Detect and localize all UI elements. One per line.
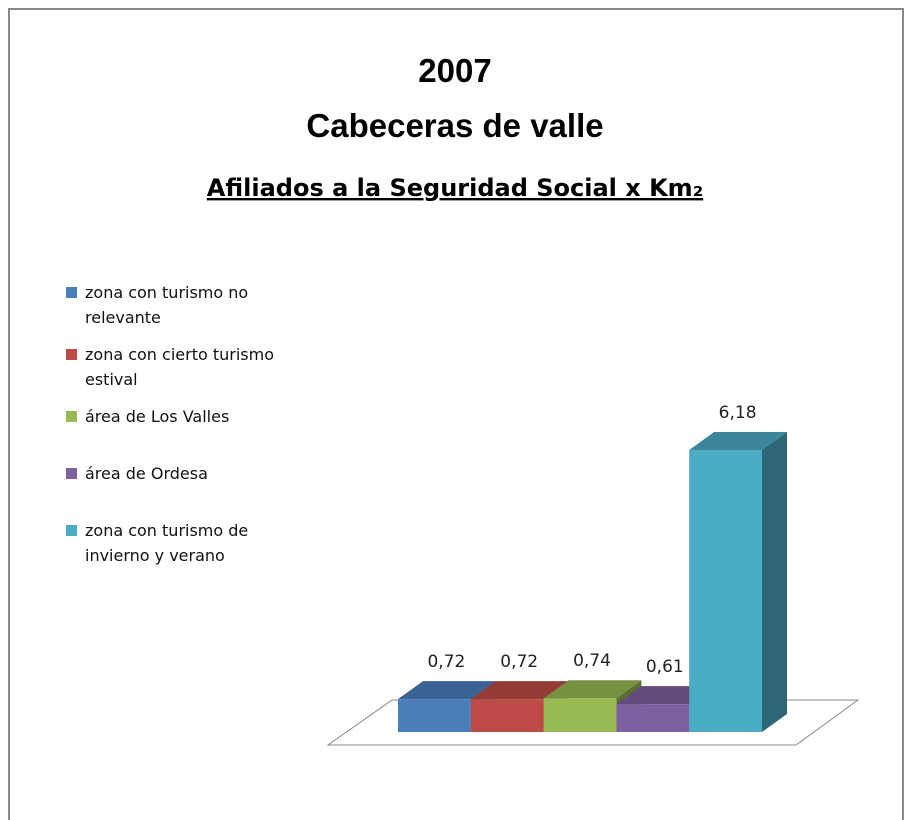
legend-swatch	[66, 468, 77, 479]
bar-top	[543, 680, 642, 699]
bar	[689, 450, 762, 732]
bar	[470, 699, 544, 732]
legend-swatch	[66, 525, 77, 536]
legend-item: zona con cierto turismo estival	[66, 342, 316, 392]
bar-top	[689, 432, 787, 450]
legend-item: área de Ordesa	[66, 461, 316, 486]
chart-title: Cabeceras de valle	[306, 107, 603, 144]
bar-top	[470, 681, 569, 700]
chart-subtitle: Afiliados a la Seguridad Social x Km₂	[207, 174, 703, 202]
legend-label: zona con cierto turismo estival	[85, 345, 274, 389]
value-label: 0,61	[646, 657, 684, 677]
bar-top	[398, 681, 496, 700]
chart-title: 2007	[418, 52, 491, 89]
legend-label: zona con turismo de invierno y verano	[85, 521, 249, 565]
legend-swatch	[66, 349, 77, 360]
bar	[616, 704, 690, 732]
bar-side	[762, 432, 787, 732]
legend: zona con turismo no relevante zona con ci…	[66, 280, 316, 568]
value-label: 0,72	[427, 652, 465, 672]
bar	[543, 698, 617, 732]
legend-item: zona con turismo de invierno y verano	[66, 518, 316, 568]
bar	[398, 699, 471, 732]
legend-item: zona con turismo no relevante	[66, 280, 316, 330]
value-label: 6,18	[719, 403, 757, 423]
value-label: 0,72	[500, 652, 538, 672]
legend-label: área de Los Valles	[85, 407, 230, 426]
value-label: 0,74	[573, 651, 611, 671]
legend-label: área de Ordesa	[85, 464, 208, 483]
legend-label: zona con turismo no relevante	[85, 283, 249, 327]
chart-frame	[8, 8, 904, 820]
legend-swatch	[66, 287, 77, 298]
legend-item: área de Los Valles	[66, 404, 316, 429]
legend-swatch	[66, 411, 77, 422]
